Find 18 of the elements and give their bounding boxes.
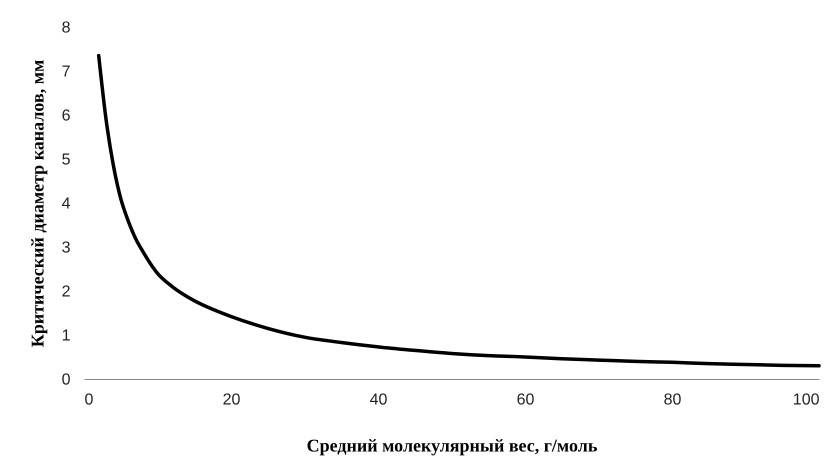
y-axis-title: Критический диаметр каналов, мм bbox=[28, 60, 48, 348]
x-tick-label: 100 bbox=[792, 392, 820, 408]
y-tick-label: 8 bbox=[62, 20, 71, 36]
y-tick-label: 1 bbox=[62, 328, 71, 344]
x-tick-label: 0 bbox=[84, 392, 94, 408]
line-series bbox=[96, 54, 821, 368]
x-tick-label: 20 bbox=[222, 392, 240, 408]
y-tick-label: 0 bbox=[62, 372, 71, 388]
y-tick-label: 7 bbox=[62, 64, 71, 80]
y-tick-label: 4 bbox=[62, 196, 71, 212]
y-tick-label: 3 bbox=[62, 240, 71, 256]
x-tick-label: 40 bbox=[370, 392, 388, 408]
x-tick-label: 60 bbox=[516, 392, 534, 408]
y-tick-label: 2 bbox=[62, 284, 71, 300]
y-tick-label: 5 bbox=[62, 152, 71, 168]
y-tick-label: 6 bbox=[62, 108, 71, 124]
x-tick-label: 80 bbox=[664, 392, 682, 408]
x-axis-title: Средний молекулярный вес, г/моль bbox=[306, 436, 598, 456]
